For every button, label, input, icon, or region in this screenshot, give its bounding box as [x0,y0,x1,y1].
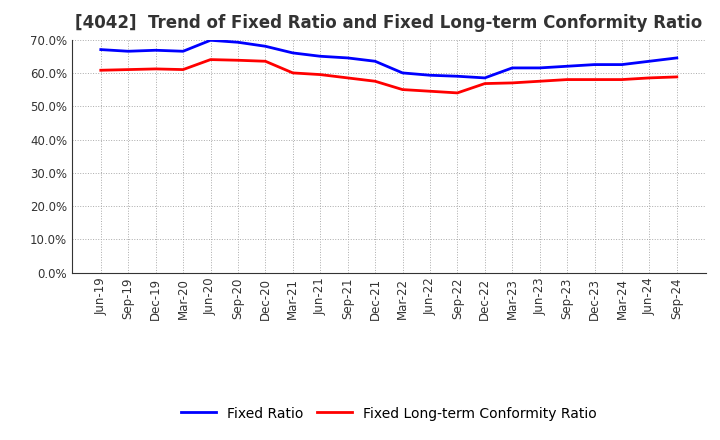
Fixed Ratio [563,64,572,69]
Fixed Long-term Conformity Ratio [536,79,544,84]
Fixed Long-term Conformity Ratio [233,58,242,63]
Fixed Ratio [316,54,325,59]
Fixed Ratio [672,55,681,61]
Fixed Long-term Conformity Ratio [206,57,215,62]
Fixed Long-term Conformity Ratio [124,67,132,72]
Fixed Long-term Conformity Ratio [480,81,489,86]
Fixed Long-term Conformity Ratio [261,59,270,64]
Fixed Ratio [536,65,544,70]
Line: Fixed Long-term Conformity Ratio: Fixed Long-term Conformity Ratio [101,59,677,93]
Fixed Ratio [179,48,187,54]
Fixed Ratio [151,48,160,53]
Fixed Ratio [645,59,654,64]
Fixed Ratio [508,65,516,70]
Fixed Long-term Conformity Ratio [508,80,516,85]
Fixed Ratio [124,48,132,54]
Fixed Long-term Conformity Ratio [96,68,105,73]
Fixed Ratio [618,62,626,67]
Line: Fixed Ratio: Fixed Ratio [101,40,677,78]
Fixed Ratio [398,70,407,76]
Fixed Long-term Conformity Ratio [371,79,379,84]
Fixed Long-term Conformity Ratio [590,77,599,82]
Fixed Long-term Conformity Ratio [426,88,434,94]
Fixed Ratio [261,44,270,49]
Fixed Ratio [289,50,297,55]
Fixed Long-term Conformity Ratio [618,77,626,82]
Fixed Long-term Conformity Ratio [179,67,187,72]
Fixed Ratio [96,47,105,52]
Legend: Fixed Ratio, Fixed Long-term Conformity Ratio: Fixed Ratio, Fixed Long-term Conformity … [176,401,602,426]
Fixed Long-term Conformity Ratio [672,74,681,80]
Fixed Ratio [453,73,462,79]
Fixed Ratio [590,62,599,67]
Fixed Long-term Conformity Ratio [289,70,297,76]
Fixed Ratio [371,59,379,64]
Fixed Long-term Conformity Ratio [343,75,352,81]
Fixed Long-term Conformity Ratio [151,66,160,72]
Title: [4042]  Trend of Fixed Ratio and Fixed Long-term Conformity Ratio: [4042] Trend of Fixed Ratio and Fixed Lo… [75,15,703,33]
Fixed Ratio [233,40,242,45]
Fixed Ratio [343,55,352,61]
Fixed Long-term Conformity Ratio [645,75,654,81]
Fixed Long-term Conformity Ratio [316,72,325,77]
Fixed Long-term Conformity Ratio [563,77,572,82]
Fixed Long-term Conformity Ratio [453,90,462,95]
Fixed Ratio [480,75,489,81]
Fixed Ratio [426,73,434,78]
Fixed Ratio [206,38,215,43]
Fixed Long-term Conformity Ratio [398,87,407,92]
